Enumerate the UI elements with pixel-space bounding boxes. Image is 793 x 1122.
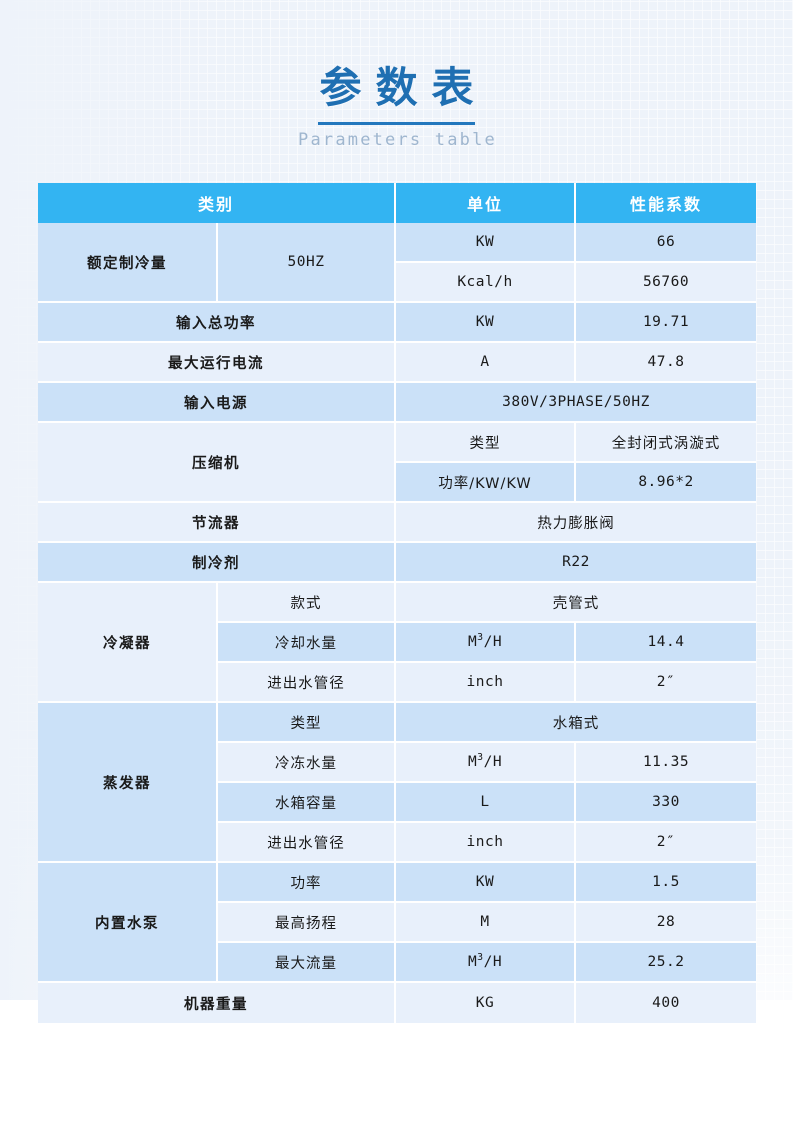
- table-row: 功率/KW/KW 8.96*2: [38, 463, 757, 503]
- table-row: 内置水泵 功率 KW 1.5: [38, 863, 757, 983]
- table-row: 进出水管径 inch 2″: [38, 663, 757, 703]
- column-header-unit: 单位: [396, 183, 577, 223]
- row-label-built-in-pump: 内置水泵: [38, 863, 218, 983]
- cell-unit: 类型: [396, 423, 577, 463]
- cell-unit: L: [396, 783, 577, 823]
- page-subtitle: Parameters table: [298, 130, 497, 150]
- cell-value: 11.35: [576, 743, 757, 783]
- cell-sublabel: 水箱容量: [218, 783, 397, 823]
- cell-value: 28: [576, 903, 757, 943]
- row-label-refrigerant: 制冷剂: [38, 543, 397, 583]
- table-row: 额定制冷量 50HZ KW 66: [38, 223, 757, 303]
- cell-value: 热力膨胀阀: [396, 503, 757, 543]
- table-row: 输入总功率 KW 19.71: [38, 303, 757, 343]
- cell-value: 380V/3PHASE/50HZ: [396, 383, 757, 423]
- parameters-table: 类别 单位 性能系数 额定制冷量 50HZ KW 66 Kcal/h 56760…: [38, 183, 757, 1023]
- row-sublabel-50hz: 50HZ: [218, 223, 397, 303]
- cell-unit: inch: [396, 823, 577, 863]
- cell-unit: KW: [396, 223, 577, 263]
- table-row: 压缩机 类型 全封闭式涡漩式: [38, 423, 757, 503]
- cell-value: 400: [576, 983, 757, 1023]
- cell-value: 330: [576, 783, 757, 823]
- row-label-compressor: 压缩机: [38, 423, 397, 503]
- column-header-category: 类别: [38, 183, 397, 223]
- cell-value: 14.4: [576, 623, 757, 663]
- column-header-coefficient: 性能系数: [576, 183, 757, 223]
- row-label-machine-weight: 机器重量: [38, 983, 397, 1023]
- table-row: 冷却水量 M3/H 14.4: [38, 623, 757, 663]
- table-row: 节流器 热力膨胀阀: [38, 503, 757, 543]
- cell-value: 47.8: [576, 343, 757, 383]
- superscript-3: 3: [477, 632, 484, 644]
- cell-value: 66: [576, 223, 757, 263]
- cell-unit: KG: [396, 983, 577, 1023]
- table-row: 最大流量 M3/H 25.2: [38, 943, 757, 983]
- row-label-rated-capacity: 额定制冷量: [38, 223, 218, 303]
- table-row: 最高扬程 M 28: [38, 903, 757, 943]
- superscript-3: 3: [477, 752, 484, 764]
- cell-unit: M: [396, 903, 577, 943]
- cell-unit-m3h: M3/H: [396, 943, 577, 983]
- table-row: 蒸发器 类型 水箱式: [38, 703, 757, 863]
- cell-sublabel: 进出水管径: [218, 823, 397, 863]
- table-row: 进出水管径 inch 2″: [38, 823, 757, 863]
- table-row: 制冷剂 R22: [38, 543, 757, 583]
- cell-unit-m3h: M3/H: [396, 743, 577, 783]
- title-block: 参数表 Parameters table: [0, 62, 793, 151]
- table-header-row: 类别 单位 性能系数: [38, 183, 757, 223]
- table-row: Kcal/h 56760: [38, 263, 757, 303]
- cell-sublabel: 冷冻水量: [218, 743, 397, 783]
- cell-value: 全封闭式涡漩式: [576, 423, 757, 463]
- cell-sublabel: 款式: [218, 583, 397, 623]
- cell-sublabel: 冷却水量: [218, 623, 397, 663]
- cell-unit: inch: [396, 663, 577, 703]
- table-row: 最大运行电流 A 47.8: [38, 343, 757, 383]
- cell-value: 2″: [576, 823, 757, 863]
- page-title: 参数表: [319, 63, 488, 112]
- cell-value: 2″: [576, 663, 757, 703]
- cell-value: 1.5: [576, 863, 757, 903]
- cell-unit: Kcal/h: [396, 263, 577, 303]
- cell-sublabel: 功率: [218, 863, 397, 903]
- table-row: 冷冻水量 M3/H 11.35: [38, 743, 757, 783]
- table-row: 冷凝器 款式 壳管式: [38, 583, 757, 703]
- table-row: 水箱容量 L 330: [38, 783, 757, 823]
- cell-value: 水箱式: [396, 703, 757, 743]
- cell-unit: KW: [396, 863, 577, 903]
- cell-sublabel: 进出水管径: [218, 663, 397, 703]
- cell-value: 8.96*2: [576, 463, 757, 503]
- table-row: 输入电源 380V/3PHASE/50HZ: [38, 383, 757, 423]
- row-label-throttle: 节流器: [38, 503, 397, 543]
- title-underline: [318, 122, 475, 125]
- row-label-input-power-supply: 输入电源: [38, 383, 397, 423]
- cell-sublabel: 最大流量: [218, 943, 397, 983]
- superscript-3: 3: [477, 952, 484, 964]
- cell-unit: KW: [396, 303, 577, 343]
- row-label-condenser: 冷凝器: [38, 583, 218, 703]
- cell-sublabel: 最高扬程: [218, 903, 397, 943]
- cell-unit: A: [396, 343, 577, 383]
- row-label-total-input-power: 输入总功率: [38, 303, 397, 343]
- cell-sublabel: 类型: [218, 703, 397, 743]
- cell-value: 19.71: [576, 303, 757, 343]
- table-row: 机器重量 KG 400: [38, 983, 757, 1023]
- cell-unit-m3h: M3/H: [396, 623, 577, 663]
- row-label-max-running-current: 最大运行电流: [38, 343, 397, 383]
- cell-value: 56760: [576, 263, 757, 303]
- cell-value: 壳管式: [396, 583, 757, 623]
- cell-value: R22: [396, 543, 757, 583]
- row-label-evaporator: 蒸发器: [38, 703, 218, 863]
- cell-unit: 功率/KW/KW: [396, 463, 577, 503]
- cell-value: 25.2: [576, 943, 757, 983]
